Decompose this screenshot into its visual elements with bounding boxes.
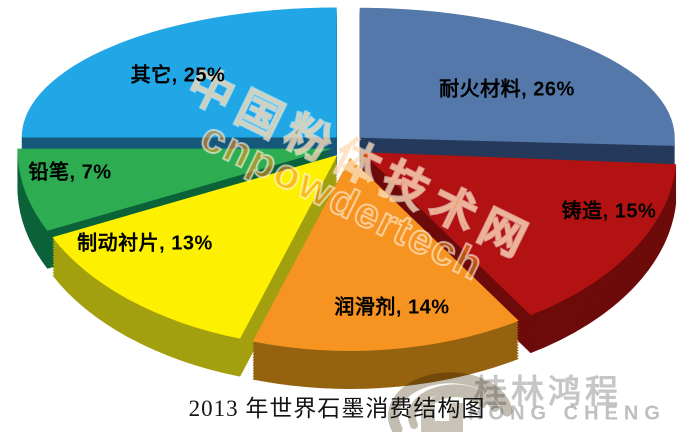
slice-brake-linings-top: [52, 155, 338, 339]
slice-label-casting: 铸造, 15%: [561, 200, 657, 223]
slice-pencils-top: [17, 148, 333, 231]
slice-label-lubricants: 润滑剂, 14%: [334, 296, 450, 319]
hongcheng-logo-icon: [387, 372, 513, 432]
slice-label-brake-linings: 制动衬片, 13%: [77, 232, 213, 255]
hongcheng-logo-chinese: 桂林鸿程: [474, 373, 622, 410]
chart-title: 2013 年世界石墨消费结构图: [188, 396, 486, 421]
slice-casting-top: [361, 152, 677, 316]
slice-label-refractory-materials: 耐火材料, 26%: [439, 78, 575, 101]
slice-label-others: 其它, 25%: [130, 64, 226, 87]
slice-refractory-materials-top: [359, 7, 675, 146]
slice-lubricants-top: [252, 157, 519, 351]
slice-others-top: [21, 7, 337, 138]
hongcheng-logo-english: HONG CHENG: [468, 402, 666, 425]
slice-label-pencils: 铅笔, 7%: [28, 161, 112, 184]
